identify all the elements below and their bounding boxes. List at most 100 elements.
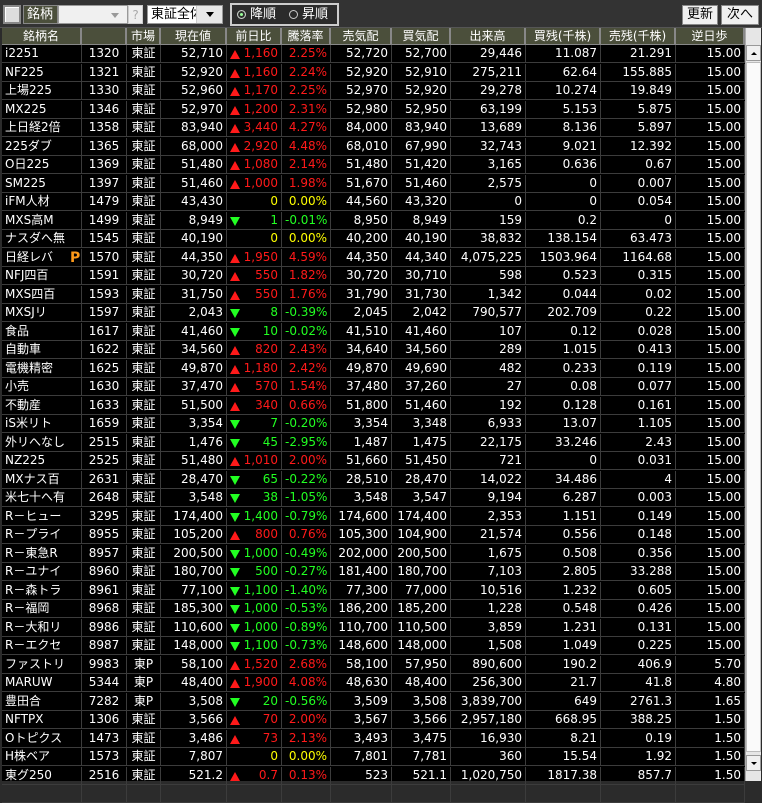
refresh-button[interactable]: 更新 <box>682 5 718 25</box>
table-row[interactable]: R－森トラ 8961 東証 77,100 1,100 -1.40% 77,300 77,000… <box>2 581 745 600</box>
help-button[interactable]: ? <box>128 5 143 24</box>
symbol-name-cell: ナスダへ無 <box>2 230 82 248</box>
header-price[interactable]: 現在値 <box>161 28 227 45</box>
change-rate: 2.25% <box>288 46 327 60</box>
table-row[interactable]: 上日経2倍 1358 東証 83,940 3,440 4.27% 84,000 83,940 1… <box>2 119 745 137</box>
header-reverse-fee[interactable]: 逆日歩 <box>676 28 745 45</box>
price-cell: 3,354 <box>161 415 227 433</box>
reverse-fee: 15.00 <box>706 619 741 634</box>
table-row[interactable]: NZ225 2525 東証 51,480 1,010 2.00% 51,660 51,450 7… <box>2 452 745 470</box>
header-rate[interactable]: 騰落率 <box>282 28 331 45</box>
table-row[interactable]: 豊田合 7282 東P 3,508 20 -0.56% 3,509 3,508 3,839,70… <box>2 692 745 711</box>
table-row[interactable]: iS米リト 1659 東証 3,354 7 -0.20% 3,354 3,348 6,933 13… <box>2 415 745 433</box>
change: 570 <box>255 379 278 393</box>
sell-balance: 0.007 <box>637 175 672 190</box>
table-row[interactable]: O日225 1369 東証 51,480 1,080 2.14% 51,480 51,420 3… <box>2 156 745 174</box>
empty-row[interactable] <box>2 785 745 803</box>
table-row[interactable]: MXSJリ 1597 東証 2,043 8 -0.39% 2,045 2,042 790,577… <box>2 304 745 322</box>
table-row[interactable]: 自動車 1622 東証 34,560 820 2.43% 34,640 34,560 289 1.… <box>2 341 745 359</box>
table-row[interactable]: R－エクセ 8987 東証 148,000 1,100 -0.73% 148,600 148,… <box>2 637 745 655</box>
volume: 14,022 <box>480 471 522 486</box>
header-bid[interactable]: 買気配 <box>392 28 451 45</box>
price-cell: 37,470 <box>161 378 227 396</box>
bid: 51,420 <box>405 157 447 171</box>
vertical-scrollbar[interactable] <box>745 28 761 781</box>
table-row[interactable]: ファストリ 9983 東P 58,100 1,520 2.68% 58,100 57,950 8… <box>2 655 745 674</box>
symbol-combo-input[interactable] <box>58 5 128 24</box>
chevron-down-icon[interactable] <box>111 13 119 18</box>
table-row[interactable]: 電機精密 1625 東証 49,870 1,180 2.42% 49,870 49,690 48… <box>2 359 745 378</box>
price-cell: 200,500 <box>161 544 227 563</box>
scrollbar-thumb[interactable] <box>746 62 761 752</box>
change-cell: 45 <box>227 433 282 452</box>
sell-balance: 0.149 <box>637 508 672 523</box>
buy-balance-cell: 8.136 <box>526 119 601 137</box>
table-row[interactable]: ナスダへ無 1545 東証 40,190 0 0.00% 40,200 40,190 38,83… <box>2 230 745 248</box>
header-badge[interactable] <box>82 28 127 45</box>
sort-desc-radio[interactable]: 降順 <box>237 5 276 24</box>
table-row[interactable]: R－福岡 8968 東証 185,300 1,000 -0.53% 186,200 185,2… <box>2 600 745 618</box>
table-row[interactable]: 上場225 1330 東証 52,960 1,170 2.25% 52,970 52,920 2… <box>2 82 745 100</box>
sell-balance-cell: 0.225 <box>601 637 676 655</box>
table-row[interactable]: R－大和リ 8986 東証 110,600 1,000 -0.89% 110,700 110,… <box>2 618 745 637</box>
change: 500 <box>255 564 278 578</box>
table-row[interactable]: 日経レバ P 1570 東証 44,350 1,950 4.59% 44,350 44,340 4… <box>2 248 745 267</box>
bid-cell: 180,700 <box>392 563 451 581</box>
price-cell: 52,970 <box>161 100 227 119</box>
table-row[interactable]: NFTPX 1306 東証 3,566 70 2.00% 3,567 3,566 2,957,1… <box>2 711 745 729</box>
change-rate-cell: -0.02% <box>282 322 331 341</box>
header-sell-balance[interactable]: 売残(千株) <box>601 28 676 45</box>
market-select[interactable]: 東証全体 <box>147 5 223 24</box>
table-row[interactable]: 東グ250 2516 東証 521.2 0.7 0.13% 523 521.1 1,020,75… <box>2 766 745 785</box>
header-name[interactable]: 銘柄名 <box>2 28 82 45</box>
table-row[interactable]: H株ベア 1573 東証 7,807 0 0.00% 7,801 7,781 360 15.54 1… <box>2 748 745 766</box>
header-buy-balance[interactable]: 買残(千株) <box>526 28 601 45</box>
down-triangle-icon <box>230 605 240 614</box>
table-row[interactable]: 225ダブ 1365 東証 68,000 2,920 4.48% 68,010 67,990 3… <box>2 137 745 156</box>
sort-asc-radio[interactable]: 昇順 <box>289 5 328 24</box>
table-row[interactable]: R－東急R 8957 東証 200,500 1,000 -0.49% 202,000 200,… <box>2 544 745 563</box>
table-row[interactable]: MXS高M 1499 東証 8,949 1 -0.01% 8,950 8,949 159 0.2 0… <box>2 211 745 230</box>
table-row[interactable]: MXナス百 2631 東証 28,470 65 -0.22% 28,510 28,470 14,… <box>2 470 745 489</box>
reverse-fee: 15.00 <box>706 212 741 227</box>
change-rate: 1.76% <box>288 286 327 301</box>
table-row[interactable]: R－ヒュー 3295 東証 174,400 1,400 -0.79% 174,600 174,… <box>2 507 745 526</box>
table-row[interactable]: i2251 1320 東証 52,710 1,160 2.25% 52,720 52,700 2… <box>2 45 745 63</box>
table-row[interactable]: NF225 1321 東証 52,920 1,160 2.24% 52,920 52,910 2… <box>2 63 745 82</box>
table-row[interactable]: R－ユナイ 8960 東証 180,700 500 -0.27% 181,400 180,70… <box>2 563 745 581</box>
table-row[interactable]: iFM人材 1479 東証 43,430 0 0.00% 44,560 43,320 0 0 0.0… <box>2 193 745 211</box>
header-volume[interactable]: 出来高 <box>451 28 526 45</box>
table-row[interactable]: 食品 1617 東証 41,460 10 -0.02% 41,510 41,460 107 0.1… <box>2 322 745 341</box>
sell-balance: 0 <box>664 212 672 227</box>
symbol-code: 8961 <box>88 582 120 597</box>
chevron-down-icon[interactable] <box>196 6 222 23</box>
header-market[interactable]: 市場 <box>127 28 161 45</box>
next-button[interactable]: 次へ <box>721 5 759 25</box>
table-row[interactable]: MARUW 5344 東P 48,400 1,900 4.08% 48,630 48,400 2… <box>2 674 745 692</box>
symbol-name-cell: MXナス百 <box>2 470 82 489</box>
volume-cell: 32,743 <box>451 137 526 156</box>
table-row[interactable]: NFJ四百 1591 東証 30,720 550 1.82% 30,720 30,710 598… <box>2 267 745 285</box>
scroll-down-icon[interactable] <box>746 755 761 771</box>
table-row[interactable]: R－プライ 8955 東証 105,200 800 0.76% 105,300 104,900… <box>2 526 745 544</box>
table-row[interactable]: 外リへなし 2515 東証 1,476 45 -2.95% 1,487 1,475 22,175… <box>2 433 745 452</box>
price: 148,000 <box>173 638 223 652</box>
scroll-up-icon[interactable] <box>746 45 761 61</box>
header-ask[interactable]: 売気配 <box>331 28 392 45</box>
table-row[interactable]: Oトピクス 1473 東証 3,486 73 2.13% 3,493 3,475 16,930 8… <box>2 729 745 748</box>
header-change[interactable]: 前日比 <box>227 28 282 45</box>
price: 40,190 <box>181 231 223 245</box>
table-row[interactable]: 不動産 1633 東証 51,500 340 0.66% 51,800 51,460 192 0.… <box>2 396 745 415</box>
table-row[interactable]: MX225 1346 東証 52,970 1,200 2.31% 52,980 52,950 6… <box>2 100 745 119</box>
change-rate-cell <box>282 785 331 803</box>
table-row[interactable]: MXS四百 1593 東証 31,750 550 1.76% 31,790 31,730 1,3… <box>2 285 745 304</box>
bid: 48,400 <box>405 675 447 689</box>
symbol-code-cell: 1545 <box>82 230 127 248</box>
table-row[interactable]: 米七十へ有 2648 東証 3,548 38 -1.05% 3,548 3,547 9,194 6… <box>2 489 745 507</box>
select-all-checkbox[interactable] <box>3 5 21 24</box>
change-cell: 7 <box>227 415 282 433</box>
change-cell: 8 <box>227 304 282 322</box>
table-row[interactable]: 小売 1630 東証 37,470 570 1.54% 37,480 37,260 27 0.08… <box>2 378 745 396</box>
table-row[interactable]: SM225 1397 東証 51,460 1,000 1.98% 51,670 51,460 2… <box>2 174 745 193</box>
bid-cell: 41,460 <box>392 322 451 341</box>
